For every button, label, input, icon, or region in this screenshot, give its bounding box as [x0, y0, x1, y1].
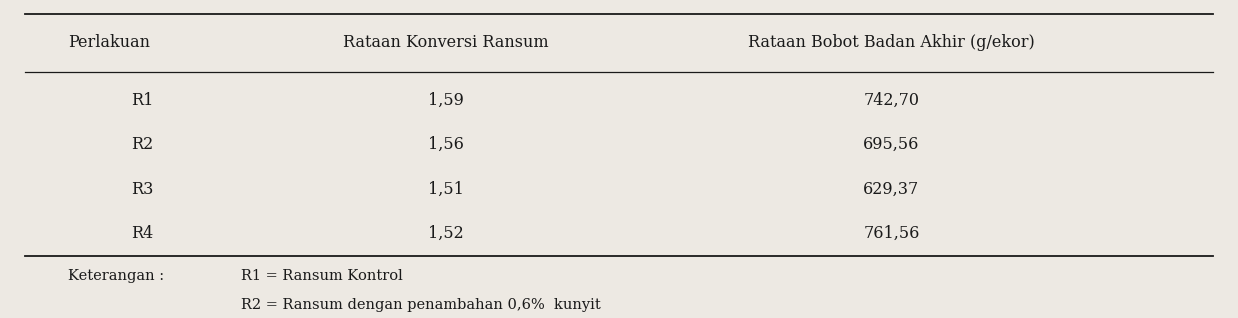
- Text: 1,56: 1,56: [428, 136, 463, 153]
- Text: R1 = Ransum Kontrol: R1 = Ransum Kontrol: [241, 269, 404, 283]
- Text: R2: R2: [131, 136, 154, 153]
- Text: Rataan Konversi Ransum: Rataan Konversi Ransum: [343, 34, 548, 52]
- Text: Perlakuan: Perlakuan: [68, 34, 150, 52]
- Text: R1: R1: [131, 92, 154, 109]
- Text: 1,52: 1,52: [428, 225, 463, 242]
- Text: 1,59: 1,59: [428, 92, 463, 109]
- Text: 1,51: 1,51: [428, 181, 463, 198]
- Text: Keterangan :: Keterangan :: [68, 269, 165, 283]
- Text: R3: R3: [131, 181, 154, 198]
- Text: R4: R4: [131, 225, 154, 242]
- Text: 629,37: 629,37: [863, 181, 920, 198]
- Text: 695,56: 695,56: [863, 136, 920, 153]
- Text: R2 = Ransum dengan penambahan 0,6%  kunyit: R2 = Ransum dengan penambahan 0,6% kunyi…: [241, 298, 602, 312]
- Text: Rataan Bobot Badan Akhir (g/ekor): Rataan Bobot Badan Akhir (g/ekor): [748, 34, 1035, 52]
- Text: 761,56: 761,56: [863, 225, 920, 242]
- Text: 742,70: 742,70: [863, 92, 920, 109]
